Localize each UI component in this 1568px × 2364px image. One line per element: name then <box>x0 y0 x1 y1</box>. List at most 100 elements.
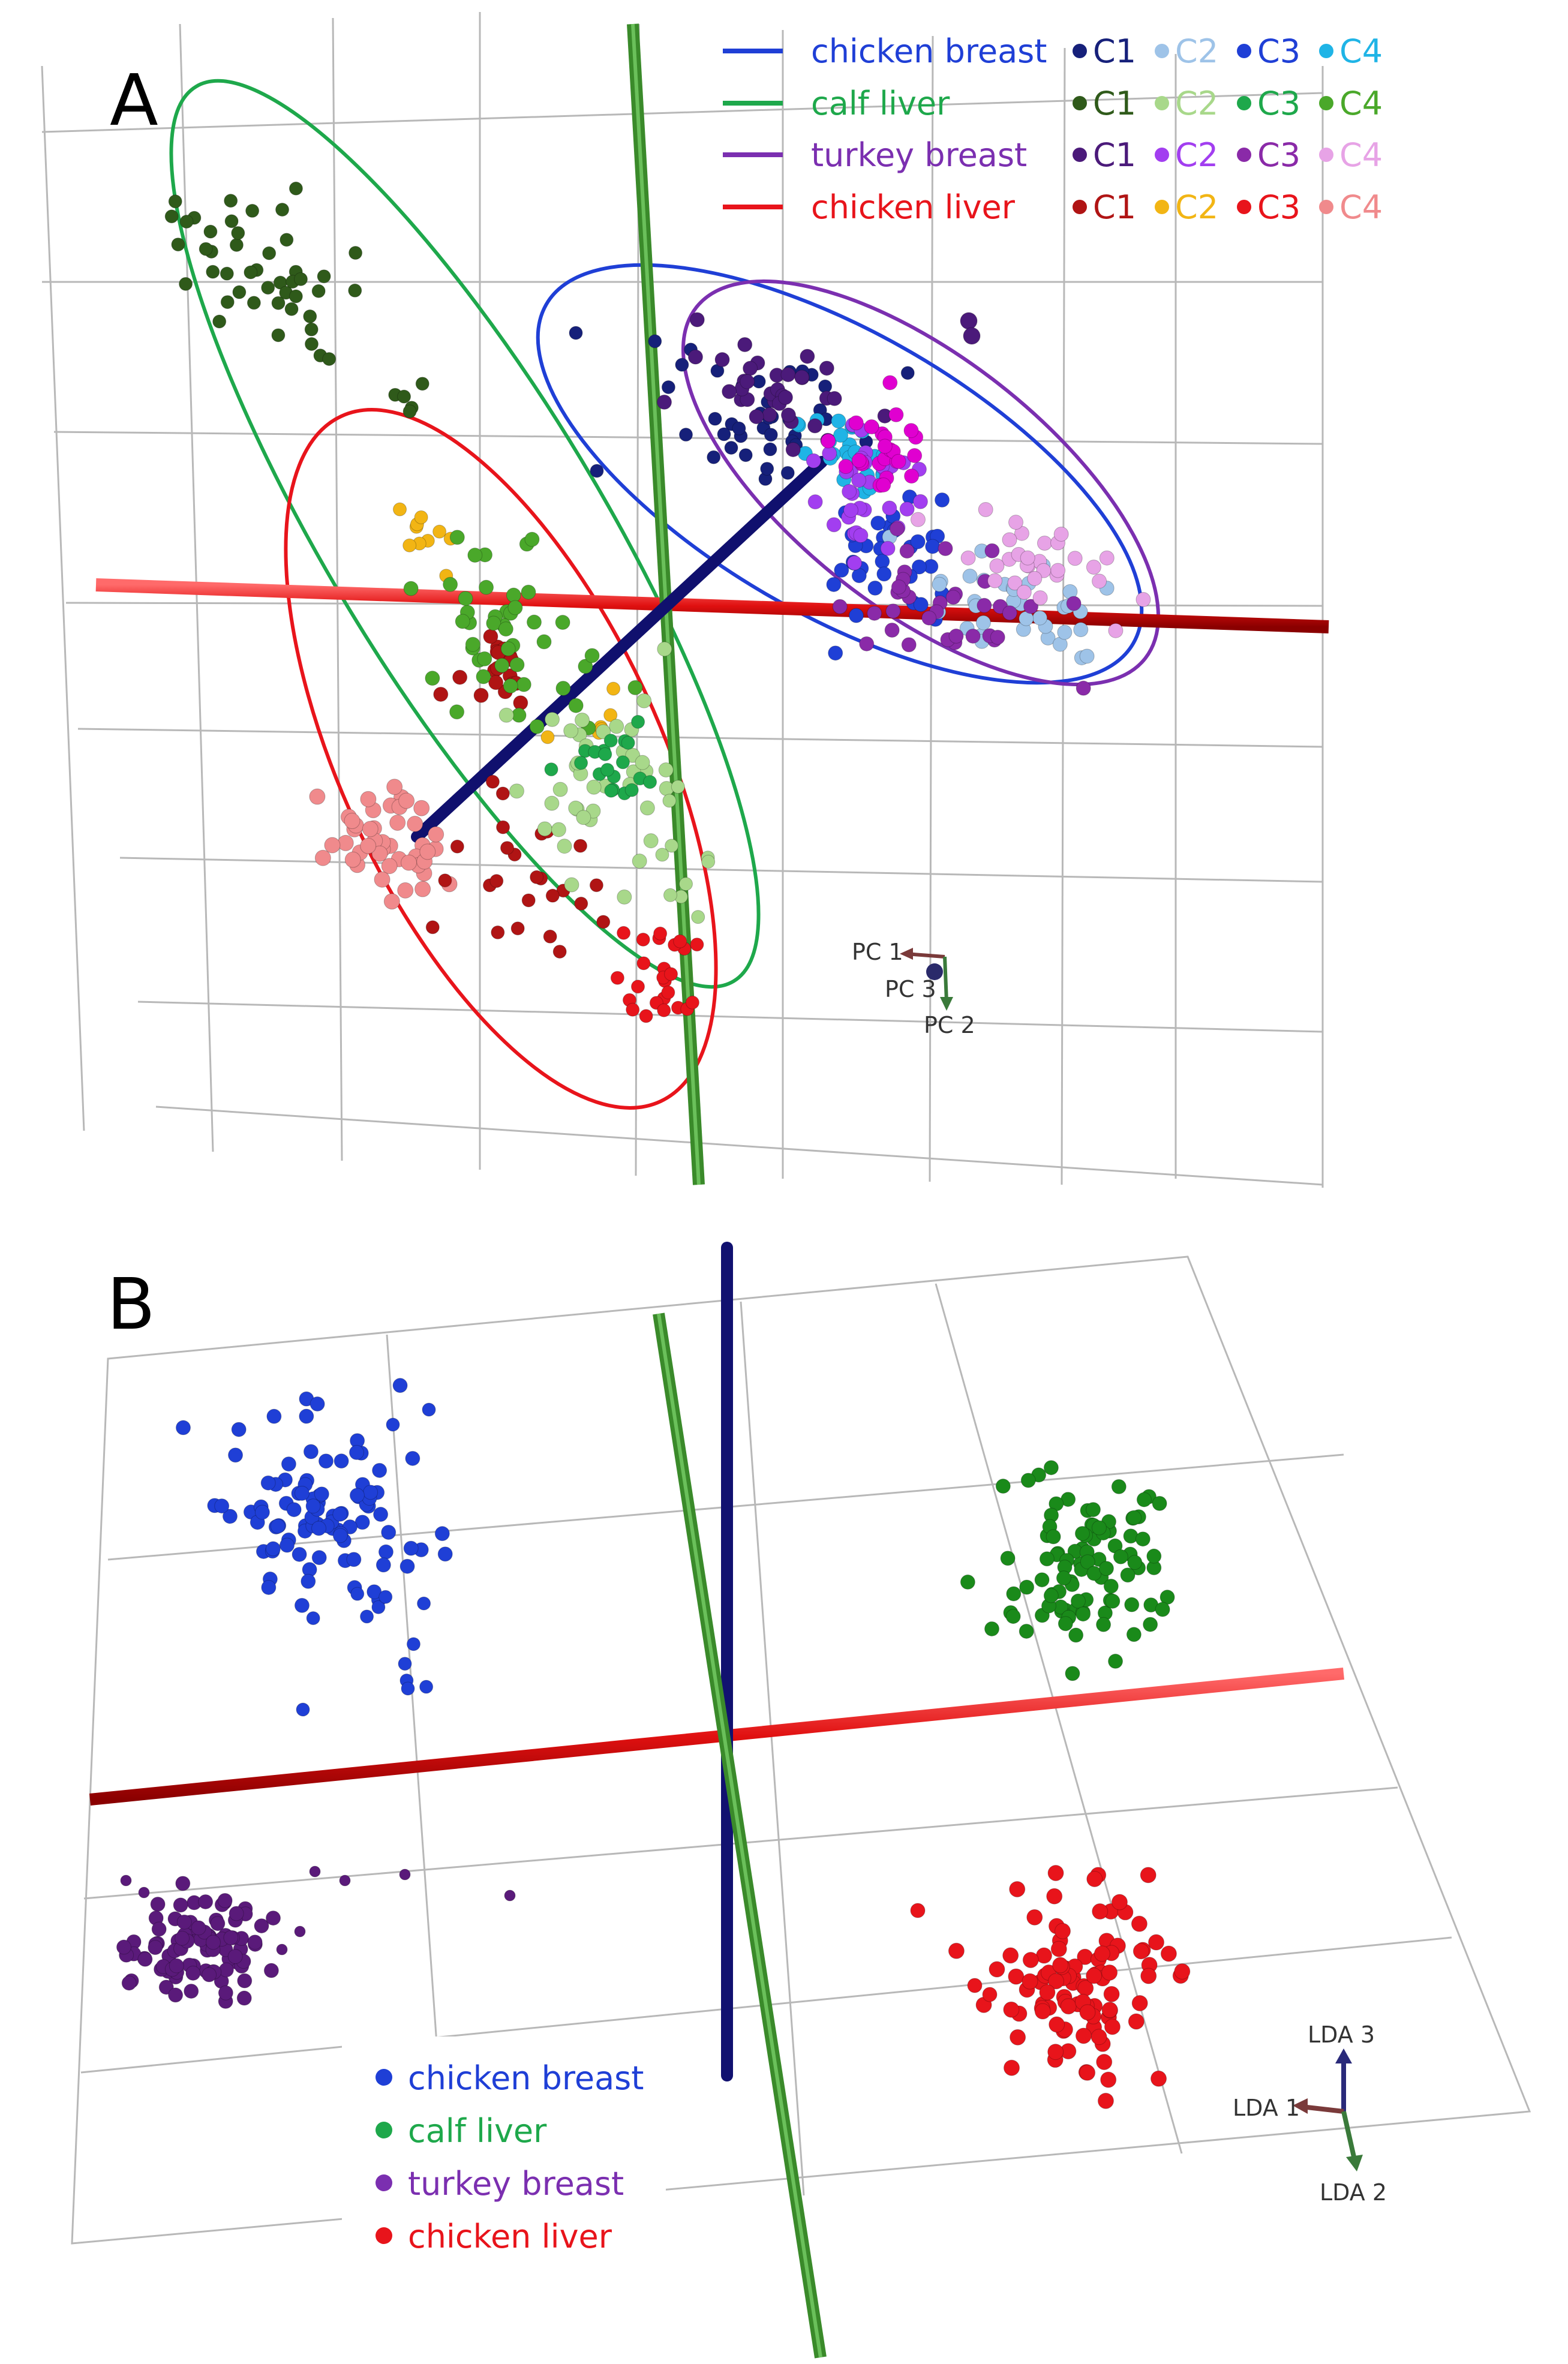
legend-cluster-label: C4 <box>1339 188 1383 226</box>
calf-liver-c2-point <box>671 780 685 794</box>
chicken-liver-c3-point <box>639 1009 653 1023</box>
calf-liver-c2-point <box>657 641 672 657</box>
chicken-breast-c1-point <box>590 464 604 478</box>
turkey-breast-c2-point <box>899 501 915 517</box>
turkey-breast-c2-point <box>848 415 864 431</box>
chicken-liver-c3-point <box>636 956 651 971</box>
turkey-breast-c4-point <box>1008 515 1024 530</box>
chicken-liver-point <box>1101 2002 1118 2018</box>
turkey-breast-c3-point <box>921 610 937 626</box>
turkey-breast-c4-point <box>1053 526 1069 542</box>
chicken-breast-c3-point <box>870 515 886 531</box>
chicken-breast-point <box>265 1541 281 1557</box>
calf-liver-point <box>1091 1520 1107 1536</box>
calf-liver-c1-point <box>224 194 238 208</box>
turkey-breast-c1-point <box>827 391 842 406</box>
chicken-liver-c4-point <box>419 843 436 860</box>
calf-liver-point <box>1020 1473 1036 1488</box>
chicken-liver-c4-point <box>371 845 388 862</box>
calf-liver-c2-point <box>691 910 705 924</box>
turkey-breast-c3-point <box>948 628 964 644</box>
turkey-breast-c3-point <box>1023 599 1039 614</box>
panel-a-ellipses <box>169 79 1161 1110</box>
turkey-breast-c3-point <box>990 629 1005 645</box>
chicken-breast-point <box>305 1498 321 1514</box>
calf-liver-c4-point <box>555 681 571 696</box>
chicken-liver-c1-point <box>425 920 440 935</box>
chicken-liver-c4-point <box>407 815 423 832</box>
chicken-breast-point <box>311 1521 327 1536</box>
chicken-liver-point <box>1026 1909 1043 1926</box>
calf-liver-c4-point <box>627 680 643 695</box>
chicken-liver-c4-point <box>360 791 377 807</box>
chicken-breast-point <box>261 1579 277 1595</box>
turkey-breast-c2-point <box>882 375 898 391</box>
calf-liver-point <box>1155 1602 1170 1617</box>
grid-line <box>740 1301 805 2196</box>
calf-liver-c2-point <box>544 795 560 811</box>
calf-liver-point <box>1039 1551 1055 1567</box>
chicken-breast-c2-point <box>1073 622 1089 638</box>
calf-liver-c3-point <box>615 755 630 770</box>
legend-marker <box>1155 148 1169 162</box>
turkey-breast-c2-point <box>851 453 867 468</box>
chicken-liver-c1-point <box>488 675 504 690</box>
chicken-liver-c1-point <box>438 873 452 888</box>
turkey-breast-point <box>148 1940 163 1956</box>
chicken-liver-c3-point <box>664 967 678 981</box>
chicken-breast-c3-point <box>910 534 926 549</box>
turkey-breast-point <box>184 1983 199 1999</box>
turkey-breast-c1-point <box>780 407 796 423</box>
pc3-axis-rod <box>411 456 828 843</box>
chicken-breast-point <box>371 1600 386 1614</box>
calf-liver-c1-point <box>199 242 213 256</box>
turkey-breast-c2-point <box>838 459 854 474</box>
turkey-breast-point <box>294 1926 306 1938</box>
chicken-breast-point <box>376 1557 391 1573</box>
calf-liver-point <box>960 1574 975 1590</box>
chicken-breast-point <box>405 1450 420 1466</box>
calf-liver-c4-point <box>503 678 518 693</box>
chicken-breast-point <box>254 1504 270 1520</box>
calf-liver-point <box>1058 1616 1073 1632</box>
panel-b-grid <box>71 1255 1531 2245</box>
chicken-liver-c1-point <box>450 839 464 854</box>
calf-liver-c3-point <box>574 756 588 770</box>
turkey-breast-c4-point <box>1092 573 1107 589</box>
turkey-breast-point <box>399 1869 411 1881</box>
turkey-breast-c4-point <box>1032 590 1048 606</box>
calf-liver-c1-point <box>303 309 317 323</box>
chicken-liver-c1-point <box>500 841 515 855</box>
chicken-liver-point <box>1079 2064 1096 2081</box>
turkey-breast-c3-point <box>867 605 882 621</box>
legend-marker <box>376 2227 392 2244</box>
legend-cluster-label: C2 <box>1175 85 1218 122</box>
calf-liver-point <box>1006 1586 1022 1602</box>
chicken-liver-c4-point <box>337 834 354 851</box>
calf-liver-point <box>1143 1617 1158 1632</box>
chicken-liver-point <box>1079 2004 1096 2021</box>
chicken-liver-c1-point <box>483 629 498 644</box>
calf-liver-point <box>1043 1460 1059 1476</box>
turkey-breast-c1-point <box>780 367 796 383</box>
calf-liver-point <box>1019 1579 1035 1595</box>
calf-liver-c4-point <box>425 671 440 686</box>
chicken-liver-point <box>1003 2001 1020 2018</box>
chicken-liver-c1-point <box>433 686 449 702</box>
chicken-breast-c1-point <box>675 358 689 372</box>
calf-liver-c1-point <box>289 181 303 196</box>
calf-liver-c2-point <box>557 839 572 854</box>
legend-background <box>342 2036 666 2255</box>
chicken-breast-point <box>386 1417 400 1432</box>
turkey-breast-c4-point <box>1050 563 1066 578</box>
legend-cluster-label: C1 <box>1093 32 1136 70</box>
chicken-breast-c3-point <box>834 563 849 578</box>
legend-marker <box>1237 200 1251 214</box>
chicken-liver-point <box>1133 1943 1149 1960</box>
turkey-breast-c1-point <box>656 394 672 410</box>
turkey-breast-c1-point <box>749 409 764 425</box>
calf-liver-c1-point <box>247 296 261 310</box>
legend-marker <box>1073 44 1087 58</box>
turkey-breast-c2-point <box>912 494 928 509</box>
calf-liver-ellipse <box>169 79 761 989</box>
